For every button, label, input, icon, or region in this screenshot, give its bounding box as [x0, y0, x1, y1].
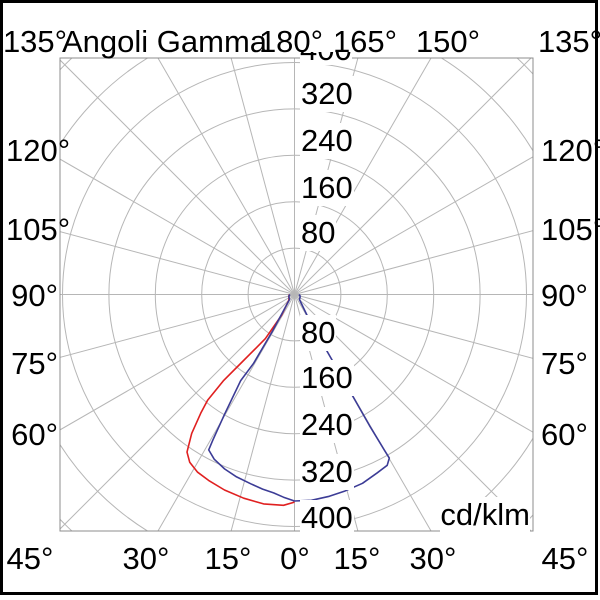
radial-tick-240-bottom: 240 [300, 407, 354, 443]
gamma-label-left-90: 90° [11, 278, 58, 313]
gamma-label-bottom-30-right: 30° [409, 541, 457, 576]
gamma-label-right-75: 75° [541, 346, 588, 381]
radial-tick-160-bottom: 160 [300, 360, 354, 396]
gamma-label-right-90: 90° [541, 278, 588, 313]
radial-tick-400-top-text: 400 [300, 52, 352, 65]
gamma-label-top-150: 150° [415, 24, 481, 59]
gamma-label-bottom-0: 0° [280, 541, 310, 576]
gamma-label-bottom-15-left: 15° [204, 541, 252, 576]
unit-label: cd/klm [440, 497, 530, 533]
chart-title: Angoli Gamma [62, 24, 268, 59]
gamma-label-bottom-30-left: 30° [122, 541, 170, 576]
gamma-label-right-105: 105° [541, 212, 600, 247]
gamma-label-left-75: 75° [11, 346, 58, 381]
radial-tick-320-bottom: 320 [300, 454, 354, 490]
radial-tick-320-top: 320 [300, 76, 354, 112]
radial-tick-80-top: 80 [300, 215, 337, 251]
radial-tick-80-bottom: 80 [300, 315, 337, 351]
gamma-label-bottom-45-left: 45° [6, 541, 54, 576]
gamma-label-left-120: 120° [6, 133, 71, 168]
gamma-label-right-60: 60° [541, 417, 588, 452]
gamma-label-top-135-left: 135° [2, 24, 68, 59]
gamma-label-bottom-15-right: 15° [333, 541, 381, 576]
radial-tick-240-top: 240 [300, 123, 354, 159]
gamma-label-bottom-45-right: 45° [541, 541, 589, 576]
radial-tick-400-bottom: 400 [300, 500, 354, 536]
gamma-label-right-120: 120° [541, 133, 600, 168]
radial-tick-400-top-clipped: 400 [300, 52, 372, 65]
gamma-label-left-105: 105° [6, 212, 71, 247]
gamma-label-top-135-right: 135° [537, 24, 600, 59]
gamma-label-left-60: 60° [11, 417, 58, 452]
radial-tick-160-top: 160 [300, 170, 354, 206]
